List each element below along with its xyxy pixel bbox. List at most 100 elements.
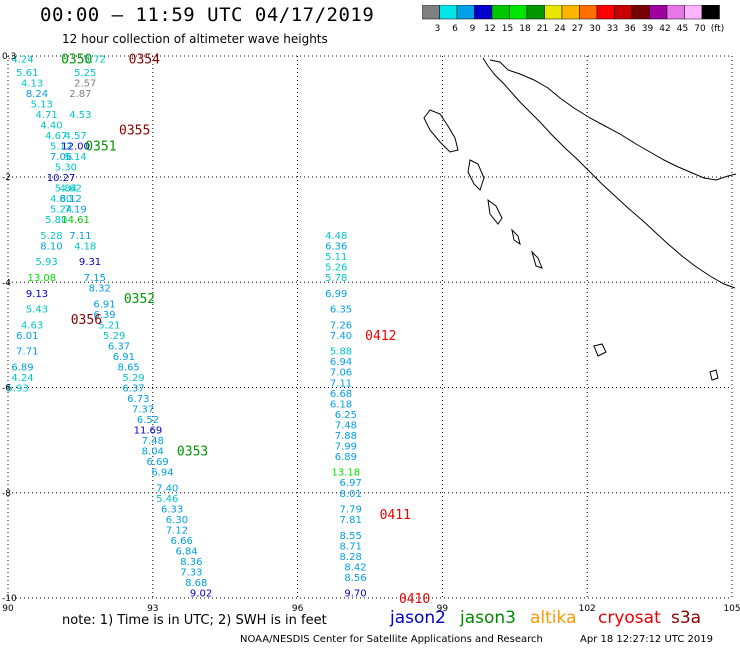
- wave-height-colorbar: 3 6 9 12 15 18 21 24 27 30 33 36 39 42 45 70 (ft): [422, 5, 725, 34]
- wave-height-value: 4.18: [74, 241, 96, 252]
- wave-height-value: 5.26: [325, 262, 347, 273]
- wave-height-value: 6.69: [146, 457, 168, 468]
- wave-height-value: 5.21: [98, 320, 120, 331]
- wave-height-value: 6.18: [330, 399, 352, 410]
- wave-height-value: 5.12: [50, 141, 72, 152]
- wave-height-value: 2.87: [69, 89, 91, 100]
- wave-height-value: 8.55: [340, 531, 362, 542]
- wave-height-value: 6.39: [93, 310, 115, 321]
- wave-height-value: 8.01: [340, 489, 362, 500]
- wave-height-value: 5.72: [84, 55, 106, 66]
- wave-height-value: 8.10: [40, 241, 62, 252]
- wave-height-value: 5.43: [26, 305, 48, 316]
- x-tick-label: 105: [723, 604, 740, 614]
- wave-height-value: 6.84: [175, 547, 197, 558]
- colorbar-label: 36: [624, 24, 636, 34]
- wave-height-value: 4.57: [64, 131, 86, 142]
- wave-height-value: 7.40: [330, 331, 352, 342]
- wave-height-value: 5.29: [103, 331, 125, 342]
- colorbar-label: 45: [677, 24, 688, 34]
- wave-height-value: 7.11: [330, 378, 352, 389]
- wave-height-value: 6.33: [161, 505, 183, 516]
- pass-time-label: 0354: [129, 53, 160, 68]
- wave-height-value: 7.06: [50, 152, 72, 163]
- wave-height-value: 7.40: [156, 483, 178, 494]
- wave-height-value: 6.12: [60, 194, 82, 205]
- wave-height-value: 7.88: [335, 431, 357, 442]
- wave-height-value: 4.63: [21, 320, 43, 331]
- wave-height-value: 6.89: [11, 362, 33, 373]
- x-tick-label: 96: [292, 604, 304, 614]
- lat-lon-grid: [7, 55, 733, 599]
- wave-height-value: 12.00: [61, 141, 90, 152]
- wave-height-value: 6.99: [325, 289, 347, 300]
- wave-height-value: 7.15: [84, 273, 106, 284]
- satellite-altika: altika: [530, 608, 577, 628]
- wave-height-value: 5.80: [45, 215, 67, 226]
- wave-height-value: 4.13: [21, 78, 43, 89]
- pass-time-label: 0410: [399, 592, 430, 607]
- wave-height-value: 4.62: [60, 184, 82, 195]
- colorbar-label: 27: [572, 24, 583, 34]
- wave-height-value: 7.06: [330, 368, 352, 379]
- units-note: note: 1) Time is in UTC; 2) SWH is in fe…: [62, 613, 327, 628]
- x-tick-label: 93: [147, 604, 158, 614]
- colorbar-label: 21: [537, 24, 548, 34]
- wave-height-value: 6.94: [330, 357, 352, 368]
- wave-height-value: 4.80: [50, 194, 72, 205]
- wave-height-value: 9.70: [344, 589, 366, 600]
- y-tick-label: 0.3: [2, 52, 16, 62]
- wave-height-values: 4.24 5.72 5.61 5.25 4.13 2.57 8.24 2.87 5.13 4.53…: [7, 55, 367, 600]
- wave-height-value: 4.67: [45, 131, 67, 142]
- x-tick-label: 99: [437, 604, 449, 614]
- wave-height-value: 2.57: [74, 78, 96, 89]
- island-sipora: [511, 228, 521, 246]
- wave-height-value: 10.27: [47, 173, 76, 184]
- wave-height-value: 7.37: [132, 405, 154, 416]
- wave-height-value: 5.13: [31, 99, 53, 110]
- wave-height-value: 5.88: [330, 347, 352, 358]
- coastline-northeast: [489, 59, 737, 181]
- pass-time-label: 0351: [85, 139, 116, 154]
- wave-height-value: 7.19: [64, 205, 86, 216]
- wave-height-value: 7.81: [340, 515, 362, 526]
- colorbar-label: 9: [470, 24, 476, 34]
- wave-height-value: 4.48: [325, 231, 347, 242]
- wave-height-value: 8.71: [340, 541, 362, 552]
- colorbar-swatch: [701, 5, 720, 20]
- wave-height-value: 5.29: [122, 373, 144, 384]
- wave-height-value: 8.56: [344, 573, 366, 584]
- wave-height-value: 4.40: [40, 120, 62, 131]
- colorbar-label: 12: [484, 24, 495, 34]
- colorbar-label: 18: [519, 24, 531, 34]
- colorbar-label: (ft): [711, 24, 725, 34]
- pass-time-label: 0350: [61, 53, 92, 68]
- satellite-jason3: jason3: [460, 608, 516, 628]
- wave-height-value: 4.24: [11, 55, 33, 66]
- map-title: 00:00 – 11:59 UTC 04/17/2019: [40, 4, 375, 26]
- island-nias: [467, 159, 485, 191]
- wave-height-value: 4.24: [11, 373, 33, 384]
- wave-height-value: 7.48: [335, 420, 357, 431]
- coastline-main: [482, 57, 736, 289]
- wave-height-value: 6.30: [166, 515, 188, 526]
- axis-tick-labels: 90 93 96 99 102 105 0.3 -2 -4 -6 -8 -10: [2, 52, 740, 614]
- pass-time-label: 0353: [177, 445, 208, 460]
- y-tick-label: -6: [2, 384, 11, 394]
- wave-height-value: 9.02: [190, 589, 212, 600]
- colorbar-label: 24: [554, 24, 566, 34]
- wave-height-value: 7.33: [180, 568, 202, 579]
- wave-height-value: 6.97: [340, 478, 362, 489]
- colorbar-label: 15: [502, 24, 513, 34]
- pass-time-label: 0411: [380, 508, 411, 523]
- colorbar-label: 70: [694, 24, 706, 34]
- wave-height-value: 6.89: [335, 452, 357, 463]
- wave-height-value: 8.68: [185, 578, 207, 589]
- wave-height-value: 8.24: [26, 89, 48, 100]
- x-tick-label: 102: [579, 604, 596, 614]
- island-simeulue: [423, 109, 459, 153]
- wave-height-value: 6.52: [137, 415, 159, 426]
- wave-height-value: 6.73: [127, 394, 149, 405]
